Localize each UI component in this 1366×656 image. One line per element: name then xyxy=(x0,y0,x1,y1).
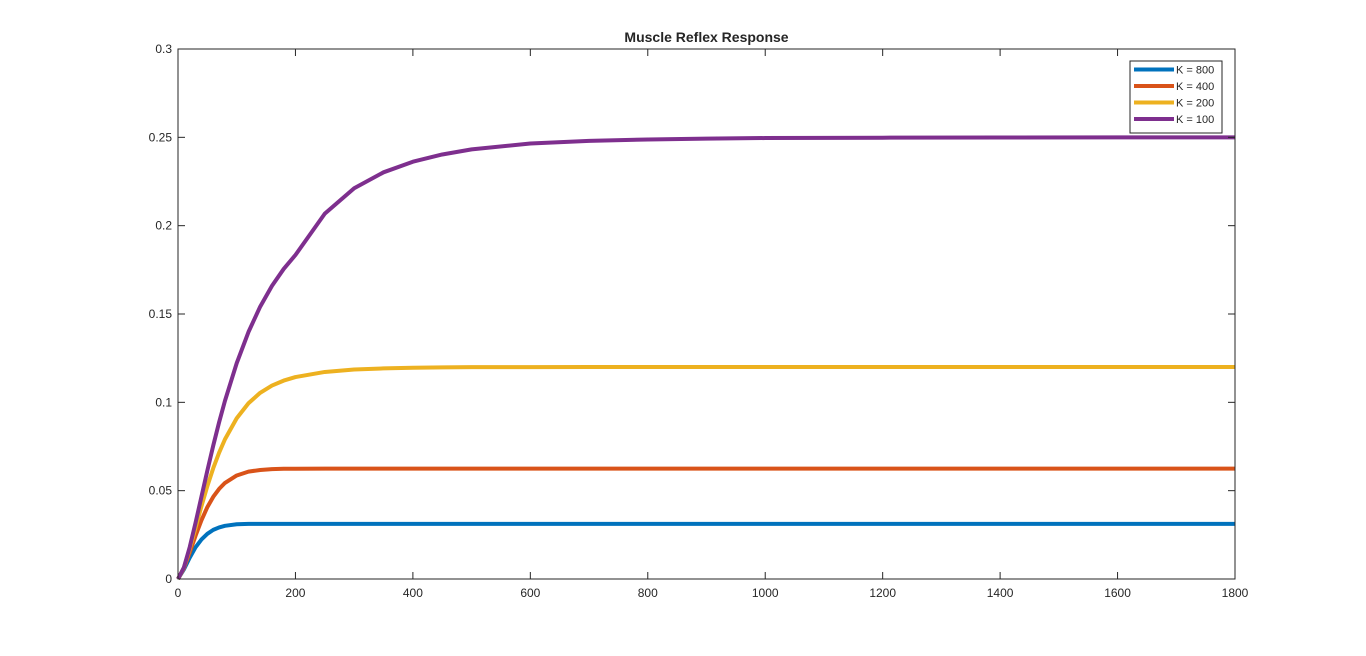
axes-box xyxy=(177,48,1236,580)
series-layer xyxy=(176,135,1235,581)
legend-label: K = 200 xyxy=(1176,98,1214,110)
x-tick-label: 1000 xyxy=(752,586,779,600)
x-tick-label: 1400 xyxy=(987,586,1014,600)
series-line-2 xyxy=(176,466,1235,580)
chart-title: Muscle Reflex Response xyxy=(624,29,788,45)
x-tick-label: 800 xyxy=(638,586,658,600)
x-tick-label: 400 xyxy=(403,586,423,600)
y-tick-label: 0.3 xyxy=(155,42,172,56)
legend-label: K = 100 xyxy=(1176,114,1214,126)
y-tick-label: 0 xyxy=(165,572,172,586)
x-tick-label: 1600 xyxy=(1104,586,1131,600)
y-tick-label: 0.2 xyxy=(155,219,172,233)
x-tick-label: 1800 xyxy=(1222,586,1249,600)
x-tick-label: 0 xyxy=(175,586,182,600)
y-tick-label: 0.15 xyxy=(149,307,173,321)
x-tick-label: 1200 xyxy=(869,586,896,600)
x-tick-label: 200 xyxy=(285,586,305,600)
series-line-4 xyxy=(176,135,1235,580)
legend-label: K = 800 xyxy=(1176,65,1214,77)
y-tick-label: 0.1 xyxy=(155,395,172,409)
plot-area xyxy=(178,49,1235,579)
series-line-1 xyxy=(176,521,1235,581)
series-line-3 xyxy=(176,365,1235,580)
legend[interactable]: K = 800 K = 400 K = 200 K = 100 xyxy=(1129,60,1223,134)
y-tick-label: 0.05 xyxy=(149,484,173,498)
tick-layer: 0 200 400 600 800 1000 1200 1400 1600 1800 0 0.05 0.… xyxy=(149,42,1249,600)
y-tick-label: 0.25 xyxy=(149,130,173,144)
x-tick-label: 600 xyxy=(520,586,540,600)
legend-label: K = 400 xyxy=(1176,81,1214,93)
